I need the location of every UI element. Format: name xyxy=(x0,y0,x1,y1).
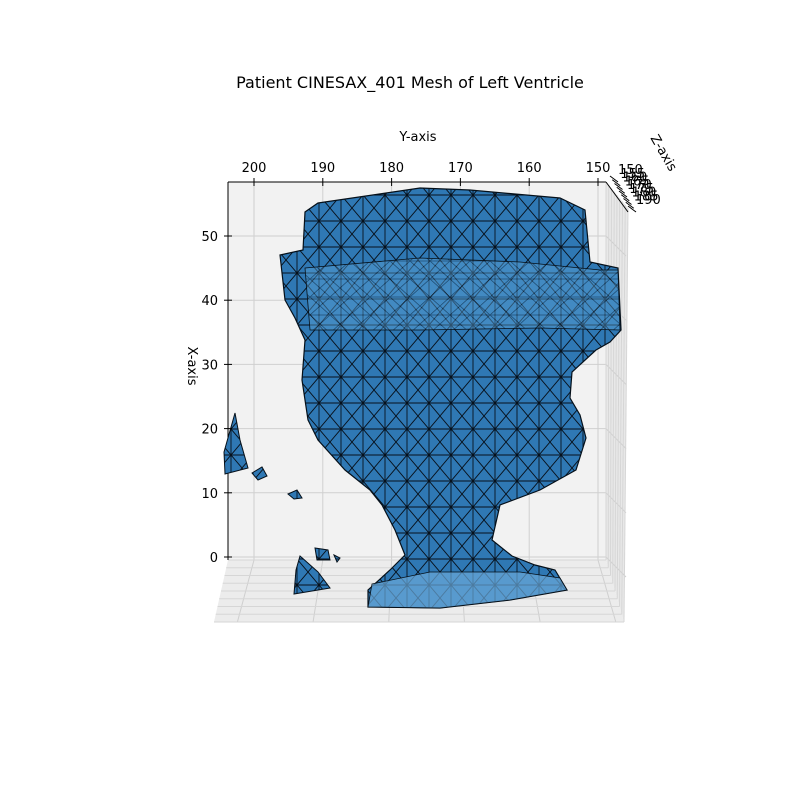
z-tick-mark-3 xyxy=(616,186,626,194)
y-tick-label-1: 190 xyxy=(310,161,335,176)
grid-side-0 xyxy=(605,556,627,578)
z-axis-label: Z-axis xyxy=(647,132,680,174)
z-tick-label-0: 150 xyxy=(618,163,643,178)
x-tick-label-0: 0 xyxy=(210,551,218,566)
grid-sidev-8 xyxy=(623,207,629,623)
x-tick-label-4: 40 xyxy=(201,294,218,309)
mesh-fragment-small-1 xyxy=(251,466,268,481)
ventricle-mesh xyxy=(223,187,622,609)
z-tick-label-6: 180 xyxy=(632,186,657,201)
y-tick-labels: 200 190 180 170 160 150 xyxy=(242,161,611,186)
mesh-fragment-small-4 xyxy=(333,553,341,563)
mesh-upper-band xyxy=(304,257,621,331)
z-tick-mark-0 xyxy=(609,175,619,183)
z-tick-mark-4 xyxy=(618,190,628,198)
y-tick-label-3: 170 xyxy=(448,161,473,176)
z-tick-mark-7 xyxy=(625,201,635,209)
x-tick-label-5: 50 xyxy=(201,230,218,245)
z-tick-label-8: 190 xyxy=(636,193,661,208)
z-tick-label-2: 160 xyxy=(623,171,648,186)
y-tick-label-0: 200 xyxy=(242,161,267,176)
z-tick-mark-8 xyxy=(627,205,637,213)
grid-side-5 xyxy=(605,235,627,257)
mesh-fragment-small-3 xyxy=(314,547,331,561)
z-tick-label-3: 165 xyxy=(625,174,650,189)
y-tick-label-5: 150 xyxy=(586,161,611,176)
axes xyxy=(227,181,629,560)
x-tick-label-3: 30 xyxy=(201,358,218,373)
grid-sidev-1 xyxy=(607,185,610,568)
x-axis-label: X-axis xyxy=(184,347,199,386)
grid-sidev-6 xyxy=(619,201,623,607)
y-tick-label-2: 180 xyxy=(379,161,404,176)
z-tick-mark-5 xyxy=(620,194,630,202)
mesh-fragment-bottom xyxy=(293,555,331,595)
z-tick-mark-6 xyxy=(623,198,632,205)
grid-sidev-3 xyxy=(612,191,615,584)
z-tick-mark-1 xyxy=(611,179,621,187)
mesh-fragment-left xyxy=(223,412,249,475)
grid-sidev-7 xyxy=(621,204,626,615)
y-axis-label: Y-axis xyxy=(398,130,436,145)
grid-sidev-2 xyxy=(610,188,612,576)
chart-title: Patient CINESAX_401 Mesh of Left Ventric… xyxy=(236,73,584,93)
z-tick-mark-2 xyxy=(614,183,623,190)
x-tick-labels: 0 10 20 30 40 50 xyxy=(201,230,232,566)
z-axis-line xyxy=(605,181,629,213)
z-tick-label-1: 155 xyxy=(620,167,645,182)
z-tick-label-7: 185 xyxy=(634,189,659,204)
grid-sidev-4 xyxy=(614,194,618,592)
x-tick-label-1: 10 xyxy=(201,487,218,502)
mesh-fragment-small-2 xyxy=(287,489,303,500)
mesh-lower-base xyxy=(367,571,568,609)
z-tick-label-5: 175 xyxy=(629,182,654,197)
x-tick-label-2: 20 xyxy=(201,423,218,438)
y-tick-label-4: 160 xyxy=(517,161,542,176)
grid-sidev-5 xyxy=(616,198,621,599)
z-tick-label-4: 170 xyxy=(627,178,652,193)
